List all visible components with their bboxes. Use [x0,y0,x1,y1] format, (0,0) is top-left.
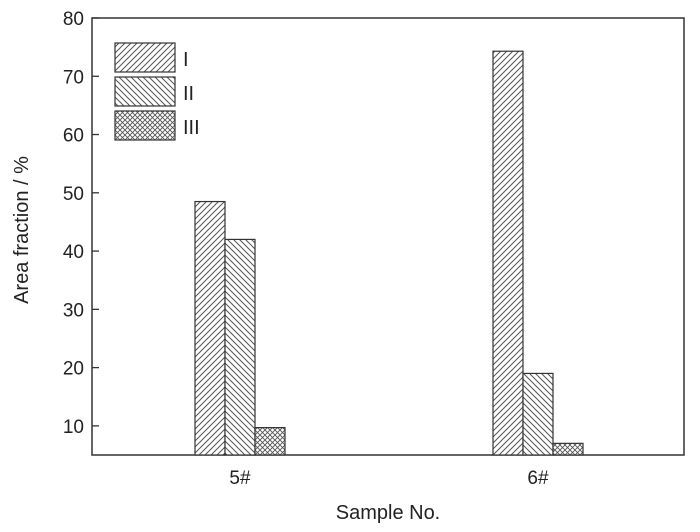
y-tick-label: 30 [63,300,84,321]
y-axis-title: Area fraction / % [11,156,33,304]
legend-swatch [114,110,176,141]
legend-label: II [183,83,194,105]
legend-swatch [114,42,176,73]
y-tick-label: 40 [63,242,84,263]
plot-frame [91,17,685,456]
y-axis: 10 20 30 40 50 60 70 80 [63,9,99,438]
x-axis-title: Sample No. [336,502,441,524]
bar-I-5# [194,200,226,456]
bar-III-5# [254,427,286,456]
bar-III-6# [552,442,584,456]
y-tick-label: 60 [63,126,84,147]
legend-label: I [183,49,189,71]
y-tick-label: 80 [63,9,84,30]
legend-swatch [114,76,176,107]
bar-II-5# [224,238,256,456]
bar-I-6# [492,50,524,456]
bars [194,50,584,456]
y-tick-label: 70 [63,67,84,88]
bar-II-6# [522,372,554,456]
y-tick-label: 20 [63,359,84,380]
x-tick-label: 5# [229,468,251,489]
legend-label: III [183,117,200,139]
y-tick-label: 10 [63,417,84,438]
y-tick-label: 50 [63,184,84,205]
x-tick-label: 6# [527,468,549,489]
